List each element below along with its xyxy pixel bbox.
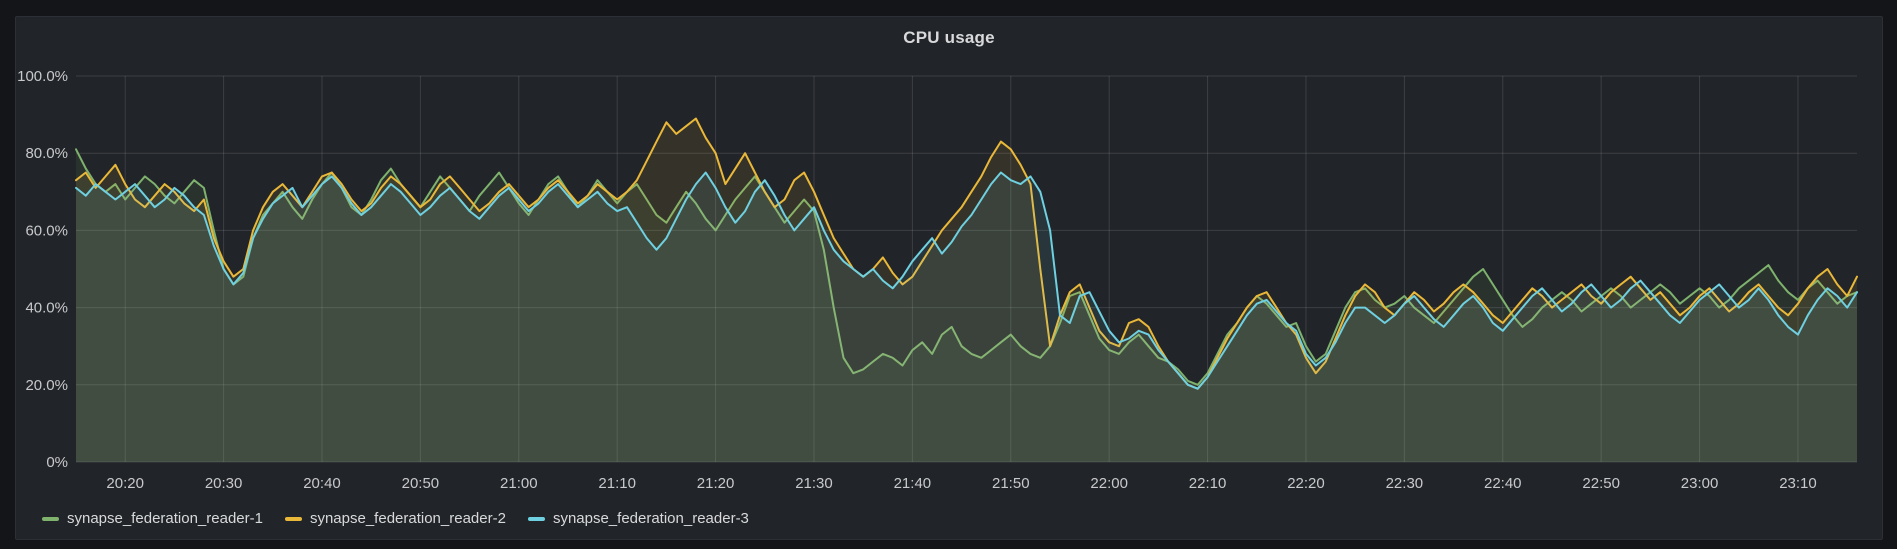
x-axis-tick-label: 20:30 xyxy=(205,475,243,492)
legend-item-synapse-federation-reader-2[interactable]: synapse_federation_reader-2 xyxy=(284,509,506,529)
legend-swatch-reader-3 xyxy=(527,517,545,521)
x-axis-tick-label: 22:40 xyxy=(1484,475,1522,492)
x-axis-tick-label: 22:50 xyxy=(1582,475,1620,492)
legend-swatch-reader-2 xyxy=(284,517,302,521)
x-axis-tick-label: 22:00 xyxy=(1090,475,1128,492)
series-area-synapse_federation_reader-2 xyxy=(76,118,1857,462)
y-axis-tick-label: 0% xyxy=(46,454,68,471)
x-axis-tick-label: 21:20 xyxy=(697,475,735,492)
legend-item-synapse-federation-reader-3[interactable]: synapse_federation_reader-3 xyxy=(527,509,749,529)
cpu-usage-chart[interactable]: 0% 20.0% 40.0% 60.0% 80.0% 100.0% 20:20 20:30 20… xyxy=(16,17,1884,541)
legend-label-reader-2: synapse_federation_reader-2 xyxy=(309,510,506,527)
series-line-synapse_federation_reader-3 xyxy=(75,171,1858,390)
y-axis-tick-label: 100.0% xyxy=(17,68,68,85)
y-axis-tick-label: 60.0% xyxy=(25,222,68,239)
x-axis-tick-label: 21:40 xyxy=(894,475,932,492)
panel-title[interactable]: CPU usage xyxy=(903,28,995,47)
grid-lines: 0% 20.0% 40.0% 60.0% 80.0% 100.0% 20:20 20:30 20… xyxy=(17,68,1857,492)
x-axis-tick-label: 20:50 xyxy=(402,475,440,492)
series-line-synapse_federation_reader-1 xyxy=(75,148,1858,386)
x-axis-tick-label: 22:30 xyxy=(1386,475,1424,492)
y-axis-tick-label: 80.0% xyxy=(25,145,68,162)
x-axis-tick-label: 21:50 xyxy=(992,475,1030,492)
x-axis-tick-label: 23:10 xyxy=(1779,475,1817,492)
x-axis-tick-label: 21:10 xyxy=(598,475,636,492)
legend-label-reader-3: synapse_federation_reader-3 xyxy=(552,510,749,527)
y-axis-tick-label: 20.0% xyxy=(25,377,68,394)
x-axis-tick-label: 21:30 xyxy=(795,475,833,492)
legend-item-synapse-federation-reader-1[interactable]: synapse_federation_reader-1 xyxy=(42,509,263,529)
legend-label-reader-1: synapse_federation_reader-1 xyxy=(67,510,263,527)
series-line-synapse_federation_reader-2 xyxy=(75,117,1858,390)
x-axis-tick-label: 21:00 xyxy=(500,475,538,492)
series-area-synapse_federation_reader-3 xyxy=(76,172,1857,462)
legend: synapse_federation_reader-1 synapse_fede… xyxy=(42,509,749,529)
x-axis-tick-label: 23:00 xyxy=(1681,475,1719,492)
x-axis-tick-label: 20:20 xyxy=(106,475,144,492)
x-axis-tick-label: 22:20 xyxy=(1287,475,1325,492)
x-axis-tick-label: 22:10 xyxy=(1189,475,1227,492)
y-axis-tick-label: 40.0% xyxy=(25,300,68,317)
x-axis-tick-label: 20:40 xyxy=(303,475,341,492)
series-area-synapse_federation_reader-1 xyxy=(76,149,1857,463)
cpu-usage-panel: CPU usage 0% 20.0% 40.0% 60.0% 80.0% 100.0% 20… xyxy=(15,16,1883,540)
legend-swatch-reader-1 xyxy=(42,517,59,521)
